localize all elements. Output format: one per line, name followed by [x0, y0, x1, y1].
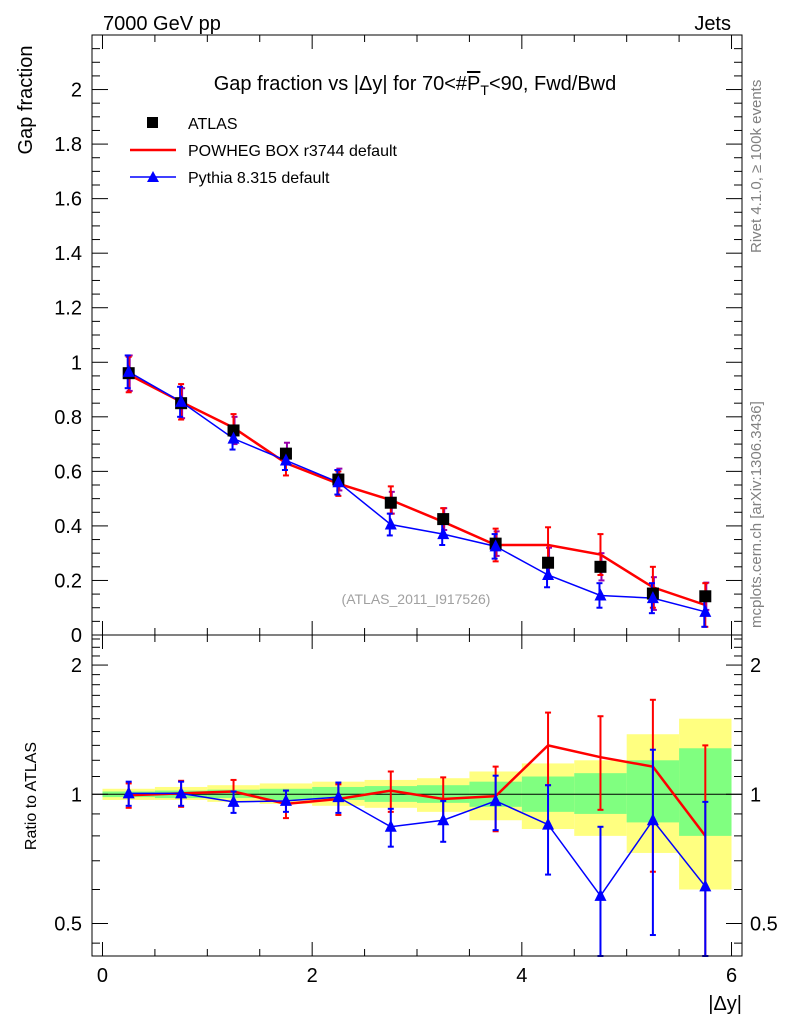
- ratio-y-tick-label-right: 2: [750, 655, 761, 677]
- ratio-y-tick-label-right: 1: [750, 784, 761, 806]
- legend-label-powheg: POWHEG BOX r3744 default: [188, 143, 398, 160]
- pythia-data-point: [437, 527, 450, 540]
- main-y-tick-label: 1.8: [54, 134, 82, 156]
- main-y-tick-label: 0.2: [54, 570, 82, 592]
- pythia-data-point: [542, 568, 555, 580]
- ratio-y-tick-label: 1: [71, 784, 82, 806]
- pythia-data-point: [332, 475, 345, 488]
- atlas-data-point: [384, 496, 397, 509]
- ratio-pythia-data-point: [646, 813, 659, 826]
- main-y-tick-label: 1: [71, 352, 82, 374]
- x-tick-label: 6: [726, 965, 737, 987]
- x-tick-label: 4: [516, 965, 527, 987]
- atlas-data-point: [227, 424, 240, 437]
- ratio-pythia-data-point: [384, 819, 397, 832]
- ratio-y-axis-label: Ratio to ATLAS: [23, 742, 40, 850]
- pythia-data-point: [384, 517, 397, 530]
- ratio-pythia-data-point: [332, 790, 345, 803]
- main-y-tick-label: 1.2: [54, 298, 82, 320]
- ratio-panel-frame: [91, 634, 743, 957]
- ratio-pythia-line: [128, 792, 706, 898]
- main-y-tick-label: 1.4: [54, 243, 82, 265]
- ratio-pythia-data-point: [594, 888, 607, 901]
- ratio-pythia-data-point: [175, 786, 188, 799]
- pythia-data-point: [227, 431, 240, 444]
- ratio-pythia-data-point: [227, 794, 240, 807]
- ratio-y-tick-label: 0.5: [54, 913, 82, 935]
- main-y-tick-label: 0: [71, 625, 82, 647]
- main-chart-title: Gap fraction vs |Δy| for 70<#PT<90, Fwd/…: [214, 73, 617, 98]
- mcplots-reference-label: mcplots.cern.ch [arXiv:1306.3436]: [748, 401, 765, 628]
- legend-label-pythia: Pythia 8.315 default: [188, 170, 330, 187]
- main-panel: 0 0.2 0.4 0.6 0.8 1 1.2 1.4 1.6 1.8 2: [54, 34, 742, 647]
- main-y-axis-label: Gap fraction: [15, 46, 37, 155]
- atlas-data-point: [699, 590, 712, 603]
- pythia-data-point: [646, 591, 659, 604]
- ratio-powheg-line: [128, 744, 707, 837]
- main-y-tick-label: 0.4: [54, 516, 82, 538]
- x-tick-label: 0: [97, 965, 108, 987]
- ratio-pythia-data-point: [279, 793, 292, 806]
- title-p-overline: P: [467, 73, 480, 95]
- main-y-tick-label: 0.8: [54, 407, 82, 429]
- ratio-pythia-data-point: [437, 813, 450, 826]
- pythia-data-point: [489, 539, 502, 552]
- rivet-version-label: Rivet 4.1.0, ≥ 100k events: [748, 80, 765, 253]
- ratio-pythia-data-point: [122, 786, 135, 799]
- ratio-y-tick-label: 2: [71, 655, 82, 677]
- main-y-tick-label: 2: [71, 80, 82, 102]
- atlas-data-point: [542, 556, 555, 569]
- pythia-data-point: [122, 364, 135, 377]
- main-y-tick-label: 0.6: [54, 461, 82, 483]
- x-tick-label: 2: [307, 965, 318, 987]
- ratio-y-tick-label-right: 0.5: [750, 913, 778, 935]
- header-right-label: Jets: [694, 13, 731, 35]
- header-left-label: 7000 GeV pp: [103, 13, 221, 35]
- pythia-data-point: [175, 394, 188, 407]
- legend: ATLAS POWHEG BOX r3744 default Pythia 8.…: [130, 116, 398, 187]
- pythia-data-point: [594, 588, 607, 601]
- atlas-data-point: [437, 513, 450, 526]
- legend-label-atlas: ATLAS: [188, 116, 238, 133]
- ratio-pythia-data-point: [489, 793, 502, 806]
- pythia-data-point: [279, 453, 292, 466]
- powheg-line: [128, 373, 706, 607]
- x-axis-label: |Δy|: [708, 993, 742, 1015]
- legend-marker-pythia: [147, 171, 159, 182]
- ratio-pythia-data-point: [699, 879, 712, 892]
- atlas-data-point: [594, 560, 607, 573]
- pythia-data-point: [699, 604, 712, 617]
- legend-marker-atlas: [147, 117, 158, 128]
- ratio-pythia-data-point: [542, 817, 555, 830]
- main-y-tick-label: 1.6: [54, 189, 82, 211]
- analysis-id-watermark: (ATLAS_2011_I917526): [342, 591, 491, 607]
- ratio-panel: 0 2 4 6 0.5 0.5 1 1 2 2: [54, 635, 778, 987]
- pythia-line: [128, 371, 706, 613]
